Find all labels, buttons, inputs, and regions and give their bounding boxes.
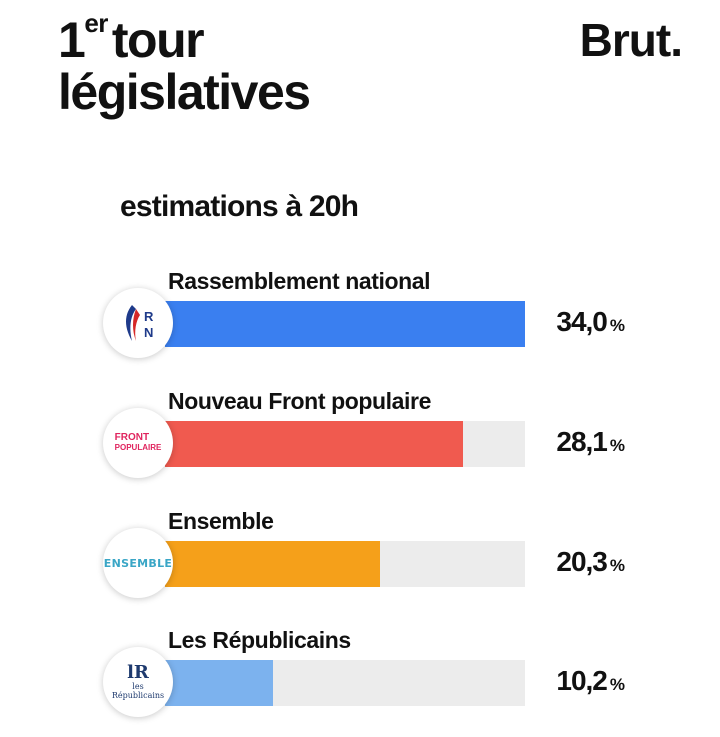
party-label: Les Républicains: [168, 627, 351, 653]
party-label: Rassemblement national: [168, 268, 431, 294]
data-label: 10,2%: [535, 665, 625, 697]
bar-track: [165, 541, 525, 587]
chart-row: Ensemble ENSEMBLE 20,3%: [0, 508, 720, 618]
bar: [165, 541, 380, 587]
lr-logo-text: lR les Républicains: [111, 662, 165, 701]
bar: [165, 301, 525, 347]
data-label-unit: %: [609, 675, 625, 694]
data-label: 20,3%: [535, 546, 625, 578]
data-label-value: 20,3: [556, 546, 607, 577]
lr-logo-word-les: les: [132, 682, 144, 691]
party-label: Nouveau Front populaire: [168, 388, 431, 414]
data-label-unit: %: [609, 316, 625, 335]
party-label: Ensemble: [168, 508, 274, 534]
chart-row: Les Républicains lR les Républicains 10,2%: [0, 627, 720, 737]
data-label-value: 28,1: [556, 426, 607, 457]
nfp-logo-word-populaire: POPULAIRE: [114, 443, 162, 452]
lr-logo-mark: lR: [127, 662, 149, 683]
bar: [165, 660, 273, 706]
title-word-tour: tour: [111, 12, 205, 68]
bar-track: [165, 421, 525, 467]
title-ordinal: 1: [58, 12, 86, 68]
chart-row: Rassemblement national R N 34,0%: [0, 268, 720, 378]
title-line-2: législatives: [58, 64, 311, 120]
data-label-unit: %: [609, 556, 625, 575]
data-label-value: 34,0: [556, 306, 607, 337]
data-label-unit: %: [609, 436, 625, 455]
rn-logo-letter-r: R: [144, 309, 154, 324]
nfp-logo: FRONT POPULAIRE: [103, 408, 173, 478]
ensemble-logo-text: ENSEMBLE: [103, 556, 173, 570]
title-ordinal-suffix: er: [84, 8, 108, 38]
data-label-value: 10,2: [556, 665, 607, 696]
rn-logo-letter-n: N: [144, 325, 153, 340]
page-title: 1ertour législatives: [58, 10, 311, 120]
title-line-1: 1ertour: [58, 10, 310, 68]
data-label: 34,0%: [535, 306, 625, 338]
bar: [165, 421, 463, 467]
data-label: 28,1%: [535, 426, 625, 458]
brand-logo: Brut.: [579, 14, 683, 66]
chart-row: Nouveau Front populaire FRONT POPULAIRE 28,…: [0, 388, 720, 498]
ensemble-logo: ENSEMBLE: [103, 528, 173, 598]
nfp-logo-word-front: FRONT: [114, 432, 150, 443]
bar-track: [165, 660, 525, 706]
chart-title: estimations à 20h: [120, 190, 359, 223]
bar-track: [165, 301, 525, 347]
nfp-logo-text: FRONT POPULAIRE: [115, 433, 162, 453]
lr-logo-word-republicains: Républicains: [111, 691, 165, 700]
lr-logo: lR les Républicains: [103, 647, 173, 717]
